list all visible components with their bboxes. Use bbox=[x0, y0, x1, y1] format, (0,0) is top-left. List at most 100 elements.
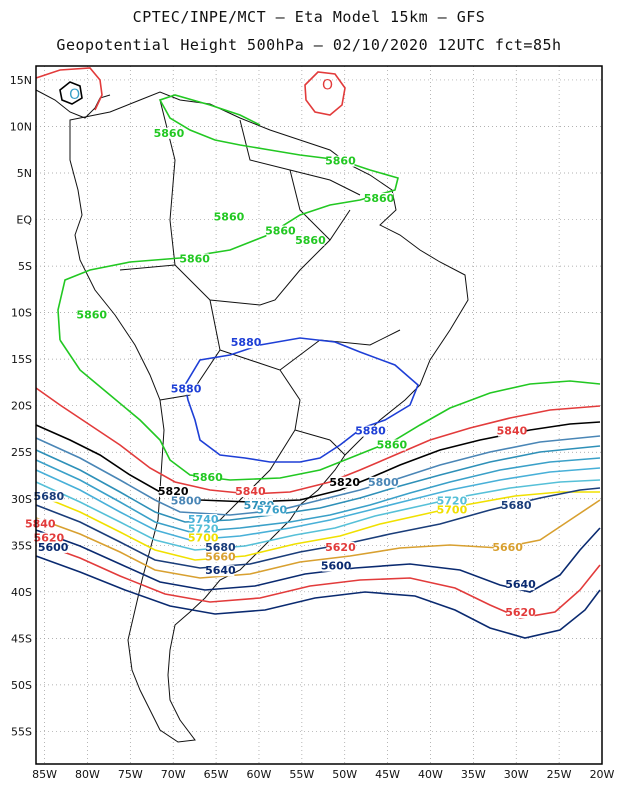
y-tick-label: 50S bbox=[11, 679, 32, 692]
x-tick-label: 20W bbox=[590, 768, 615, 781]
contour-label-bg bbox=[326, 541, 355, 553]
y-tick-label: 15N bbox=[10, 74, 32, 87]
contour-label: 5860 bbox=[76, 308, 107, 321]
contour-label: 5620 bbox=[325, 541, 356, 554]
contour-label-bg bbox=[34, 490, 63, 502]
y-tick-label: 25S bbox=[11, 446, 32, 459]
contour-label: 5860 bbox=[295, 234, 326, 247]
contour-label: 5680 bbox=[34, 490, 65, 503]
contour-label: 5680 bbox=[501, 499, 532, 512]
x-tick-label: 40W bbox=[418, 768, 443, 781]
contour-label-bg bbox=[493, 541, 522, 553]
y-tick-label: 30S bbox=[11, 493, 32, 506]
chart-subtitle: Geopotential Height 500hPa – 02/10/2020 … bbox=[56, 36, 562, 54]
contour-label-bg bbox=[322, 560, 351, 572]
contour-label: 5640 bbox=[505, 578, 536, 591]
contour-label-bg bbox=[232, 337, 261, 349]
x-tick-label: 25W bbox=[547, 768, 572, 781]
contour-label-bg bbox=[506, 607, 535, 619]
contour-label-bg bbox=[159, 486, 188, 498]
contour-label-bg bbox=[497, 425, 526, 437]
y-tick-label: 10S bbox=[11, 307, 32, 320]
contour-nw-small bbox=[59, 81, 83, 105]
contour-label: 5760 bbox=[257, 504, 288, 517]
x-tick-label: 55W bbox=[289, 768, 314, 781]
contour-label: 5880 bbox=[171, 383, 202, 396]
contour-5780 bbox=[35, 445, 601, 523]
contour-label-bg bbox=[365, 192, 394, 204]
y-tick-label: 55S bbox=[11, 725, 32, 738]
contour-label-bg bbox=[77, 309, 106, 321]
contour-label-bg bbox=[193, 472, 222, 484]
contour-label: 5800 bbox=[368, 476, 399, 489]
contour-label: 5860 bbox=[364, 192, 395, 205]
contour-label: 5860 bbox=[179, 252, 210, 265]
contour-label: 5740 bbox=[188, 513, 219, 526]
contour-label: 5800 bbox=[171, 494, 202, 507]
contour-label-bg bbox=[330, 476, 359, 488]
contour-label-bg bbox=[326, 155, 355, 167]
contour-5660 bbox=[35, 499, 601, 579]
contour-label: 5860 bbox=[377, 439, 408, 452]
south-america-outline bbox=[69, 91, 469, 743]
contour-label: 5640 bbox=[205, 564, 236, 577]
contour-5840-red bbox=[35, 387, 601, 495]
y-tick-label: 15S bbox=[11, 353, 32, 366]
contour-label-bg bbox=[369, 476, 398, 488]
contour-label-bg bbox=[437, 495, 466, 507]
contour-label: 5620 bbox=[505, 606, 536, 619]
contour-5720 bbox=[35, 479, 601, 551]
contour-label: 5820 bbox=[158, 485, 189, 498]
contour-label-bg bbox=[206, 565, 235, 577]
plot-border bbox=[35, 65, 603, 765]
contour-5860-green bbox=[57, 94, 601, 481]
coastline bbox=[35, 89, 469, 743]
contour-label: 5720 bbox=[188, 522, 219, 535]
contour-label: 5660 bbox=[205, 550, 236, 563]
contour-label: 5820 bbox=[329, 476, 360, 489]
contour-5840-nw bbox=[35, 67, 103, 111]
contour-5760 bbox=[35, 457, 601, 533]
center-symbol: O bbox=[322, 78, 333, 94]
contour-label-bg bbox=[189, 532, 218, 544]
contour-label: 5860 bbox=[154, 127, 185, 140]
contour-5600 bbox=[35, 555, 601, 639]
contour-label-bg bbox=[266, 225, 295, 237]
contour-label-bg bbox=[206, 541, 235, 553]
x-tick-label: 50W bbox=[332, 768, 357, 781]
contour-label: 5680 bbox=[205, 541, 236, 554]
contour-label-bg bbox=[189, 523, 218, 535]
chart-title: CPTEC/INPE/MCT – Eta Model 15km – GFS bbox=[132, 8, 486, 26]
contour-label: 5880 bbox=[231, 336, 262, 349]
contour-5700 bbox=[35, 491, 600, 561]
contour-label-bg bbox=[172, 495, 201, 507]
contour-label-bg bbox=[34, 532, 63, 544]
contour-5680 bbox=[35, 487, 601, 569]
contour-label: 5840 bbox=[25, 518, 56, 531]
x-tick-label: 85W bbox=[32, 768, 57, 781]
x-tick-label: 35W bbox=[461, 768, 486, 781]
x-tick-label: 80W bbox=[75, 768, 100, 781]
y-tick-label: 45S bbox=[11, 632, 32, 645]
contour-label-bg bbox=[180, 253, 209, 265]
y-tick-label: 10N bbox=[10, 120, 32, 133]
contour-label: 5720 bbox=[437, 494, 468, 507]
contour-label: 5840 bbox=[235, 485, 266, 498]
contour-label: 5700 bbox=[188, 532, 219, 545]
contour-label-bg bbox=[356, 425, 385, 437]
contour-5740 bbox=[35, 467, 601, 541]
y-tick-label: 40S bbox=[11, 586, 32, 599]
contour-5620 bbox=[35, 541, 601, 619]
x-tick-label: 45W bbox=[375, 768, 400, 781]
contour-label-bg bbox=[437, 504, 466, 516]
contour-5800 bbox=[35, 435, 601, 516]
contour-label: 5700 bbox=[437, 504, 468, 517]
contour-label-bg bbox=[296, 234, 325, 246]
contour-label-bg bbox=[26, 518, 55, 530]
contour-label-bg bbox=[214, 211, 243, 223]
contour-label: 5860 bbox=[325, 155, 356, 168]
contour-5640 bbox=[35, 527, 601, 593]
contour-label: 5600 bbox=[38, 541, 69, 554]
center-symbol: O bbox=[69, 87, 80, 103]
